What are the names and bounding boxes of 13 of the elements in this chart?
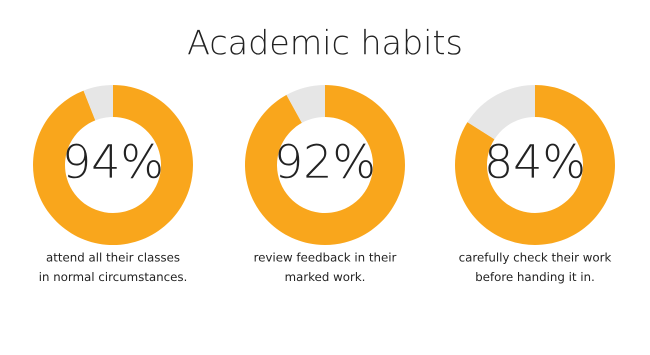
data-label: 92%: [278, 144, 373, 178]
data-label: 84%: [488, 144, 583, 178]
donut-slice: [286, 85, 325, 123]
donut-slice: [467, 85, 535, 140]
data-label: 94%: [66, 144, 161, 178]
donut-slice: [33, 85, 193, 245]
donut-slice: [84, 85, 113, 120]
text: attend all their classes in normal circumstances.: [40, 252, 186, 282]
chart-title: Academic habits: [188, 28, 460, 55]
text: carefully check their work before handing it in.: [459, 252, 612, 284]
donut-slice: [455, 85, 615, 245]
text: review feedback in their marked work.: [254, 252, 396, 282]
donut-slice: [245, 85, 405, 245]
